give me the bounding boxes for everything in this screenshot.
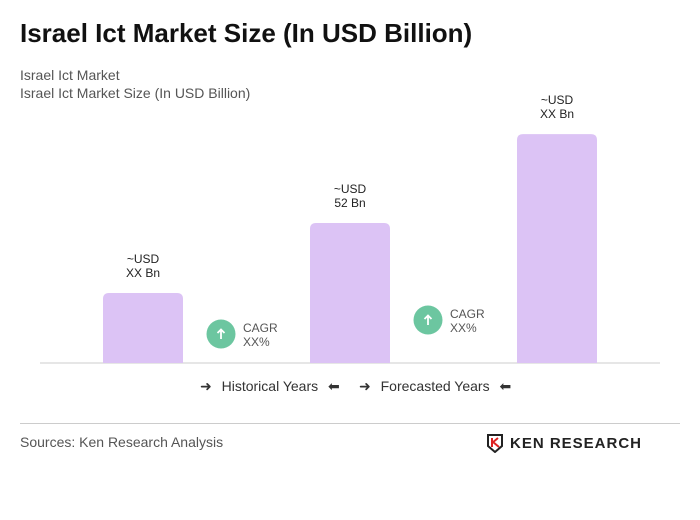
arrow-right-icon: ➜ [359,378,371,394]
data-label: XX Bn [540,107,574,121]
cagr-label: CAGR [243,321,278,335]
data-label: ~USD [541,93,574,107]
chart-subtitle-2: Israel Ict Market Size (In USD Billion) [20,85,251,101]
cagr-label: XX% [450,321,477,335]
bar [517,134,597,363]
data-label: ~USD [334,182,367,196]
legend-historical: ➜ Historical Years ⬅ [200,378,340,394]
data-label: ~USD [127,252,160,266]
legend-forecasted: ➜ Forecasted Years ⬅ [359,378,512,394]
divider [20,423,680,424]
bar [103,293,183,363]
cagr-label: XX% [243,335,270,349]
arrow-left-icon: ⬅ [328,378,340,394]
data-label: 52 Bn [334,196,365,210]
data-label: XX Bn [126,266,160,280]
arrow-right-icon: ➜ [200,378,212,394]
arrow-left-icon: ⬅ [499,378,512,394]
ken-research-logo: KEN RESEARCH [486,433,642,453]
page-title: Israel Ict Market Size (In USD Billion) [20,18,473,48]
logo-icon [487,434,503,453]
bar [310,223,390,363]
chart-subtitle: Israel Ict Market [20,67,120,83]
cagr-label: CAGR [450,307,485,321]
sources-text: Sources: Ken Research Analysis [20,434,224,450]
